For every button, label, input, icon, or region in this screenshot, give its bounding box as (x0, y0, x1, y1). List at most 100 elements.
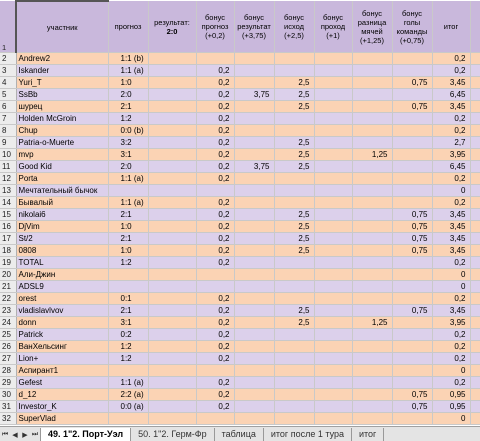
bonus-result-cell[interactable] (234, 172, 275, 185)
name-cell[interactable]: Investor_K (16, 400, 109, 413)
total-cell[interactable]: 6,45 (432, 88, 471, 101)
bonus-diff-cell[interactable] (352, 184, 393, 197)
bonus-pass-cell[interactable] (314, 364, 353, 377)
empty-cell[interactable] (470, 340, 480, 353)
forecast-cell[interactable] (108, 280, 149, 293)
header-bonus-diff[interactable]: бонус разница мячей (+1,25) (352, 1, 393, 53)
name-cell[interactable]: Porta (16, 172, 109, 185)
result-cell[interactable] (148, 64, 197, 77)
bonus-goals-cell[interactable] (392, 328, 433, 341)
bonus-forecast-cell[interactable]: 0,2 (196, 124, 235, 137)
bonus-outcome-cell[interactable] (274, 388, 315, 401)
bonus-pass-cell[interactable] (314, 52, 353, 65)
bonus-diff-cell[interactable] (352, 76, 393, 89)
bonus-result-cell[interactable] (234, 376, 275, 389)
bonus-goals-cell[interactable] (392, 256, 433, 269)
result-cell[interactable] (148, 76, 197, 89)
bonus-result-cell[interactable] (234, 196, 275, 209)
bonus-forecast-cell[interactable]: 0,2 (196, 136, 235, 149)
bonus-pass-cell[interactable] (314, 268, 353, 281)
result-cell[interactable] (148, 52, 197, 65)
forecast-cell[interactable]: 1:1 (a) (108, 64, 149, 77)
row-number[interactable]: 31 (0, 400, 17, 413)
name-cell[interactable]: mvp (16, 148, 109, 161)
header-bonus-result[interactable]: бонус результат (+3,75) (234, 1, 275, 53)
bonus-outcome-cell[interactable]: 2,5 (274, 100, 315, 113)
bonus-pass-cell[interactable] (314, 136, 353, 149)
empty-cell[interactable] (470, 148, 480, 161)
row-number[interactable]: 21 (0, 280, 17, 293)
bonus-goals-cell[interactable] (392, 64, 433, 77)
empty-cell[interactable] (470, 388, 480, 401)
bonus-forecast-cell[interactable]: 0,2 (196, 256, 235, 269)
bonus-forecast-cell[interactable]: 0,2 (196, 232, 235, 245)
header-empty-cell[interactable] (470, 1, 480, 53)
bonus-result-cell[interactable] (234, 340, 275, 353)
total-cell[interactable]: 0 (432, 184, 471, 197)
result-cell[interactable] (148, 148, 197, 161)
result-cell[interactable] (148, 196, 197, 209)
forecast-cell[interactable]: 3:1 (108, 148, 149, 161)
total-cell[interactable]: 3,45 (432, 232, 471, 245)
bonus-outcome-cell[interactable] (274, 340, 315, 353)
row-number[interactable]: 25 (0, 328, 17, 341)
name-cell[interactable]: Holden McGroin (16, 112, 109, 125)
forecast-cell[interactable]: 2:0 (108, 160, 149, 173)
bonus-diff-cell[interactable] (352, 304, 393, 317)
bonus-pass-cell[interactable] (314, 100, 353, 113)
bonus-pass-cell[interactable] (314, 124, 353, 137)
total-cell[interactable]: 0,2 (432, 112, 471, 125)
result-cell[interactable] (148, 172, 197, 185)
bonus-diff-cell[interactable]: 1,25 (352, 148, 393, 161)
forecast-cell[interactable]: 2:0 (108, 88, 149, 101)
bonus-outcome-cell[interactable] (274, 376, 315, 389)
forecast-cell[interactable]: 1:2 (108, 256, 149, 269)
row-number[interactable]: 24 (0, 316, 17, 329)
bonus-diff-cell[interactable] (352, 220, 393, 233)
total-cell[interactable]: 0 (432, 268, 471, 281)
result-cell[interactable] (148, 208, 197, 221)
bonus-forecast-cell[interactable]: 0,2 (196, 112, 235, 125)
empty-cell[interactable] (470, 292, 480, 305)
row-number[interactable]: 14 (0, 196, 17, 209)
header-bonus-goals[interactable]: бонус голы команды (+0,75) (392, 1, 433, 53)
bonus-forecast-cell[interactable]: 0,2 (196, 388, 235, 401)
name-cell[interactable]: Бывалый (16, 196, 109, 209)
bonus-goals-cell[interactable] (392, 172, 433, 185)
bonus-forecast-cell[interactable] (196, 412, 235, 425)
empty-cell[interactable] (470, 76, 480, 89)
bonus-pass-cell[interactable] (314, 112, 353, 125)
bonus-forecast-cell[interactable]: 0,2 (196, 400, 235, 413)
bonus-diff-cell[interactable] (352, 412, 393, 425)
name-cell[interactable]: Patrick (16, 328, 109, 341)
empty-cell[interactable] (470, 184, 480, 197)
bonus-result-cell[interactable] (234, 208, 275, 221)
total-cell[interactable]: 0,2 (432, 196, 471, 209)
bonus-pass-cell[interactable] (314, 412, 353, 425)
row-number[interactable]: 3 (0, 64, 17, 77)
total-cell[interactable]: 3,45 (432, 220, 471, 233)
row-number[interactable]: 11 (0, 160, 17, 173)
bonus-outcome-cell[interactable] (274, 196, 315, 209)
name-cell[interactable]: Good Kid (16, 160, 109, 173)
name-cell[interactable]: DjVim (16, 220, 109, 233)
bonus-pass-cell[interactable] (314, 256, 353, 269)
empty-cell[interactable] (470, 268, 480, 281)
bonus-outcome-cell[interactable] (274, 364, 315, 377)
result-cell[interactable] (148, 280, 197, 293)
result-cell[interactable] (148, 316, 197, 329)
bonus-diff-cell[interactable] (352, 364, 393, 377)
bonus-pass-cell[interactable] (314, 292, 353, 305)
bonus-goals-cell[interactable]: 0,75 (392, 220, 433, 233)
empty-cell[interactable] (470, 172, 480, 185)
bonus-diff-cell[interactable] (352, 268, 393, 281)
name-cell[interactable]: Аспирант1 (16, 364, 109, 377)
bonus-outcome-cell[interactable] (274, 52, 315, 65)
bonus-result-cell[interactable] (234, 100, 275, 113)
total-cell[interactable]: 0,2 (432, 64, 471, 77)
bonus-goals-cell[interactable]: 0,75 (392, 304, 433, 317)
result-cell[interactable] (148, 244, 197, 257)
bonus-goals-cell[interactable]: 0,75 (392, 388, 433, 401)
bonus-result-cell[interactable] (234, 256, 275, 269)
bonus-goals-cell[interactable]: 0,75 (392, 400, 433, 413)
